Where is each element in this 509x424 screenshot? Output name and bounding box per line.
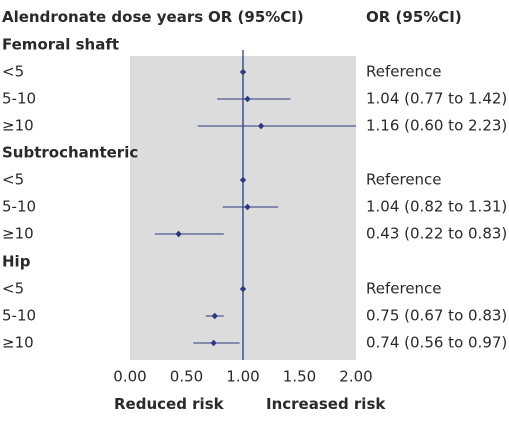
- or-ci-text: 0.75 (0.67 to 0.83): [366, 307, 507, 325]
- or-ci-text: 1.04 (0.82 to 1.31): [366, 198, 507, 216]
- increased-risk-label: Increased risk: [266, 395, 386, 413]
- row-label: 5-10: [2, 90, 36, 108]
- or-marker: [211, 312, 218, 320]
- x-tick-label: 0.50: [170, 368, 203, 386]
- row-label: 5-10: [2, 198, 36, 216]
- or-ci-text: 0.43 (0.22 to 0.83): [366, 225, 507, 243]
- x-tick-label: 1.00: [226, 368, 259, 386]
- row-label: ≥10: [2, 225, 34, 243]
- or-ci-text: Reference: [366, 280, 442, 298]
- group-label: Hip: [2, 253, 31, 271]
- row-label: <5: [2, 63, 24, 81]
- row-label: ≥10: [2, 334, 34, 352]
- row-label: <5: [2, 171, 24, 189]
- or-ci-text: Reference: [366, 171, 442, 189]
- x-tick-label: 2.00: [339, 368, 372, 386]
- group-label: Subtrochanteric: [2, 144, 138, 162]
- or-ci-text: 1.04 (0.77 to 1.42): [366, 90, 507, 108]
- or-ci-text: 0.74 (0.56 to 0.97): [366, 334, 507, 352]
- header-or-ci-plot: OR (95%CI): [208, 8, 304, 26]
- x-tick-label: 1.50: [283, 368, 316, 386]
- group-label: Femoral shaft: [2, 36, 119, 54]
- reduced-risk-label: Reduced risk: [114, 395, 224, 413]
- row-label: 5-10: [2, 307, 36, 325]
- header-or-ci-text: OR (95%CI): [366, 8, 462, 26]
- or-marker: [244, 95, 251, 103]
- row-label: ≥10: [2, 117, 34, 135]
- or-marker: [244, 203, 251, 211]
- x-tick-label: 0.00: [113, 368, 146, 386]
- or-ci-text: Reference: [366, 63, 442, 81]
- or-marker: [239, 176, 247, 184]
- header-dose-years: Alendronate dose years: [2, 8, 204, 26]
- or-marker: [210, 339, 217, 347]
- row-label: <5: [2, 280, 24, 298]
- or-marker: [257, 122, 265, 130]
- or-marker: [239, 68, 247, 76]
- or-ci-text: 1.16 (0.60 to 2.23): [366, 117, 507, 135]
- or-marker: [239, 285, 247, 293]
- or-marker: [175, 230, 182, 238]
